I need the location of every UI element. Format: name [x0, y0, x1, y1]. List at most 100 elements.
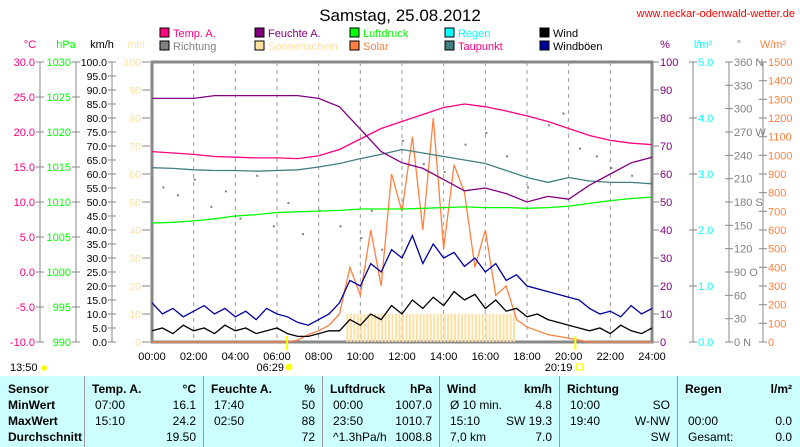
sunshine-bar: [447, 314, 450, 342]
hum-value: 50: [301, 398, 315, 412]
sunshine-bar: [502, 314, 505, 342]
axis-tick-label: 40.0: [87, 225, 108, 237]
legend-label: Windböen: [553, 41, 603, 53]
series-line-luftdruck: [151, 196, 653, 224]
direction-point: [193, 178, 196, 181]
dir-time: 10:00: [570, 398, 601, 412]
temp-value: 16.1: [172, 398, 196, 412]
sunshine-bar: [377, 314, 380, 342]
sun-icon: [41, 365, 47, 371]
sunshine-bar: [495, 314, 498, 342]
hdr-temp-unit: °C: [182, 382, 196, 396]
sunshine-bar: [454, 314, 457, 342]
axis-tick-label: 100: [660, 57, 678, 69]
legend-label: Wind: [553, 28, 578, 40]
sunshine-bar: [356, 314, 359, 342]
axis-tick-label: 1400: [768, 76, 792, 88]
sunrise-time: 06:29: [256, 362, 284, 374]
axis-tick-label: 90: [129, 85, 141, 97]
sunshine-bar: [370, 314, 373, 342]
dir-value: SW: [650, 430, 670, 444]
axis-tick-label: 200: [768, 300, 786, 312]
weather-chart: Temp. A. Feuchte A. Luftdruck Regen Wind Rich…: [10, 27, 792, 374]
legend-label: Temp. A.: [173, 28, 216, 40]
sunshine-bar: [415, 314, 418, 342]
x-tick-label: 08:00: [305, 351, 333, 363]
direction-point: [287, 202, 290, 204]
axis-tick-label: 90.0: [87, 85, 108, 97]
x-tick-label: 06:00: [263, 351, 291, 363]
axis-tick-label: 1005: [47, 232, 71, 244]
axis-tick-label: 95.0: [87, 71, 108, 83]
hdr-rain: Regen: [685, 382, 722, 396]
axis-tick-label: 900: [768, 169, 786, 181]
direction-point: [370, 209, 373, 212]
sunshine-bar: [443, 314, 446, 342]
rain-value: 0.0: [775, 414, 792, 428]
direction-point: [239, 217, 242, 220]
axis-tick-label: 500: [768, 244, 786, 256]
wind-value: 4.8: [535, 398, 552, 412]
press-time: 23:50: [333, 414, 364, 428]
direction-point: [210, 205, 213, 208]
dir-time: 19:40: [570, 414, 601, 428]
axis-tick-label: 75.0: [87, 127, 108, 139]
axis-tick-label: 1200: [768, 113, 792, 125]
axis-unit: °C: [24, 39, 36, 51]
axis-tick-label: 240: [734, 150, 752, 162]
axis-tick-label: 0.0: [20, 267, 35, 279]
axis-tick-label: 55.0: [87, 183, 108, 195]
sunshine-bar: [381, 314, 384, 342]
summary-table: Sensor MinWert MaxWert Durchschnitt Temp…: [0, 376, 800, 447]
hum-value: 72: [301, 430, 315, 444]
sunshine-bar: [360, 314, 363, 342]
axis-tick-label: 40: [660, 225, 672, 237]
x-tick-label: 02:00: [180, 351, 208, 363]
axis-tick-label: 0: [135, 337, 141, 349]
legend-label: Regen: [458, 28, 490, 40]
dir-value: SO: [652, 398, 670, 412]
temp-value: 24.2: [172, 414, 196, 428]
chart-title: Samstag, 25.08.2012: [319, 6, 481, 25]
axis-tick-label: 70: [660, 141, 672, 153]
press-time: 00:00: [333, 398, 364, 412]
axis-tick-label: 65.0: [87, 155, 108, 167]
axis-tick-label: 800: [768, 188, 786, 200]
x-tick-label: 10:00: [347, 351, 375, 363]
axis-unit: %: [660, 39, 670, 51]
series-line-taupunkt: [151, 148, 653, 185]
axis-tick-label: 3.0: [698, 169, 713, 181]
axis-tick-label: 400: [768, 262, 786, 274]
sunshine-bar: [349, 314, 352, 342]
hdr-wind: Wind: [447, 382, 477, 396]
temp-time: 07:00: [95, 398, 126, 412]
axis-tick-label: 30.0: [87, 253, 108, 265]
legend-swatch: [254, 40, 265, 51]
hum-value: 88: [301, 414, 315, 428]
axis-tick-label: 180 S: [734, 197, 763, 209]
sunshine-bar: [506, 314, 509, 342]
sunshine-bar: [394, 314, 397, 342]
x-tick-label: 16:00: [472, 351, 500, 363]
axis-tick-label: 80: [129, 113, 141, 125]
axis-tick-label: 10.0: [87, 309, 108, 321]
direction-point: [547, 124, 550, 127]
website-link[interactable]: www.neckar-odenwald-wetter.de: [636, 8, 795, 20]
axis-tick-label: 100.0: [81, 57, 107, 69]
rain-time: 00:00: [688, 414, 719, 428]
axis-tick-label: 1030: [47, 57, 71, 69]
axis-unit: °: [737, 39, 741, 51]
axis-tick-label: 5.0: [20, 232, 35, 244]
press-value: 1007.0: [395, 398, 432, 412]
axis-tick-label: 50: [660, 197, 672, 209]
sunshine-bar: [481, 314, 484, 342]
direction-point: [162, 186, 165, 189]
axis-tick-label: 1000: [768, 150, 792, 162]
sunshine-bar: [391, 314, 394, 342]
sunshine-bar: [478, 314, 481, 342]
axis-tick-label: 80.0: [87, 113, 108, 125]
axis-tick-label: 90 O: [734, 267, 758, 279]
hdr-wind-unit: km/h: [523, 382, 552, 396]
temp-value: 19.50: [165, 430, 196, 444]
legend-swatch: [539, 40, 550, 51]
